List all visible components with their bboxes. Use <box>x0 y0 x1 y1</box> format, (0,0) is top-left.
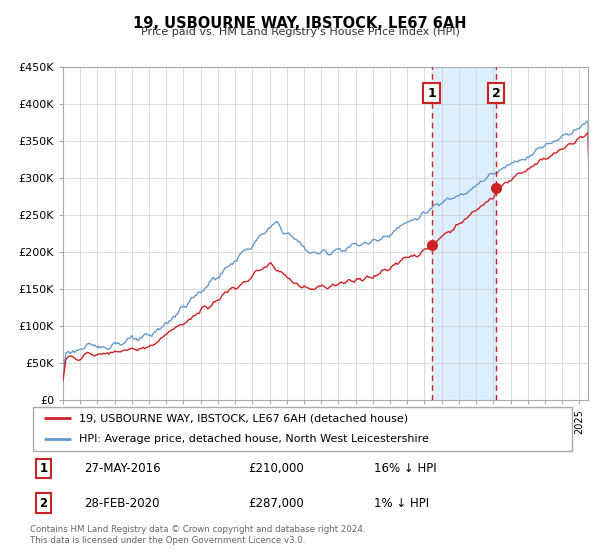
Text: 2: 2 <box>40 497 48 510</box>
Text: 16% ↓ HPI: 16% ↓ HPI <box>374 462 437 475</box>
Text: Price paid vs. HM Land Registry's House Price Index (HPI): Price paid vs. HM Land Registry's House … <box>140 27 460 37</box>
Text: £287,000: £287,000 <box>248 497 304 510</box>
Bar <box>431 67 496 400</box>
FancyBboxPatch shape <box>33 407 572 451</box>
Text: 27-MAY-2016: 27-MAY-2016 <box>85 462 161 475</box>
Text: Contains HM Land Registry data © Crown copyright and database right 2024.
This d: Contains HM Land Registry data © Crown c… <box>30 525 365 545</box>
Text: 28-FEB-2020: 28-FEB-2020 <box>85 497 160 510</box>
Text: 1% ↓ HPI: 1% ↓ HPI <box>374 497 429 510</box>
Text: 19, USBOURNE WAY, IBSTOCK, LE67 6AH: 19, USBOURNE WAY, IBSTOCK, LE67 6AH <box>133 16 467 31</box>
Text: 1: 1 <box>40 462 48 475</box>
Text: £210,000: £210,000 <box>248 462 304 475</box>
Text: 2: 2 <box>492 87 500 100</box>
Text: 19, USBOURNE WAY, IBSTOCK, LE67 6AH (detached house): 19, USBOURNE WAY, IBSTOCK, LE67 6AH (det… <box>79 413 408 423</box>
Text: 1: 1 <box>427 87 436 100</box>
Text: HPI: Average price, detached house, North West Leicestershire: HPI: Average price, detached house, Nort… <box>79 435 429 445</box>
